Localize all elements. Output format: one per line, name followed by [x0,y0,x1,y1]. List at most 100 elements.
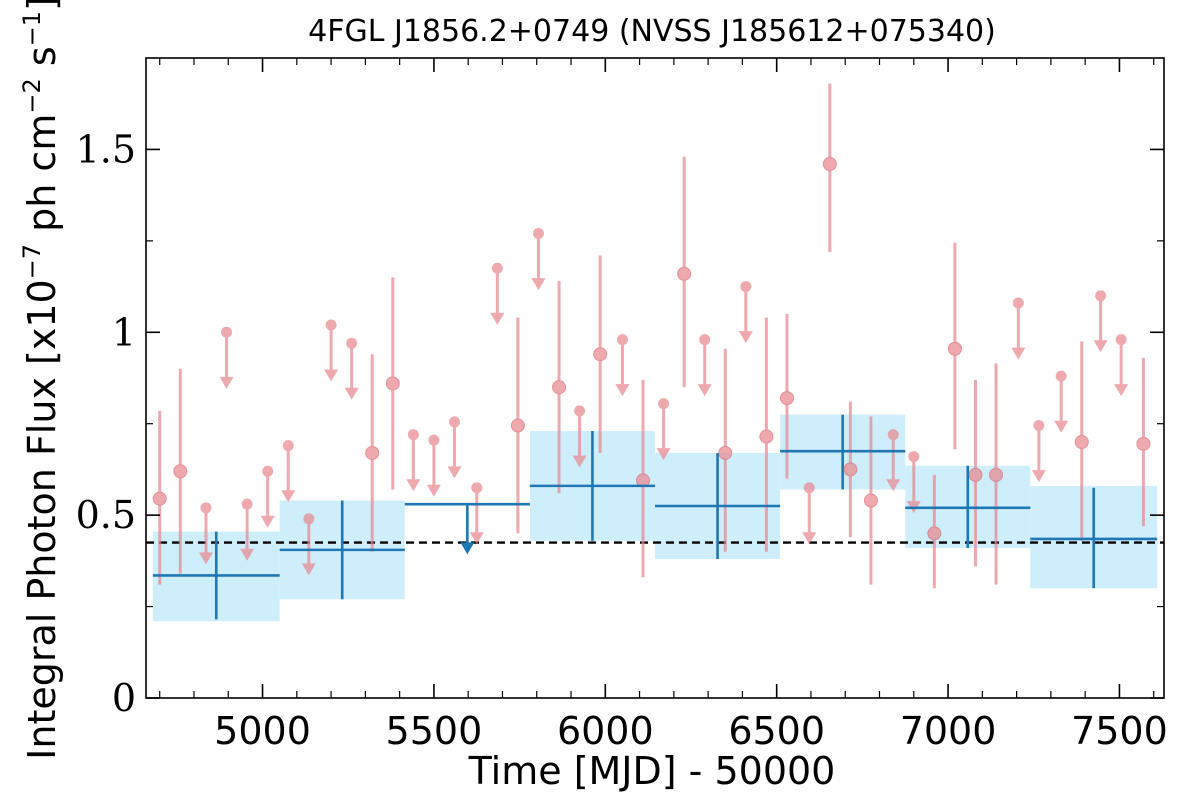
detection-marker-8 [677,266,692,281]
upper-limit-point-11 [469,482,484,545]
detection-marker-18 [989,467,1004,482]
upper-limit-arrow-22 [1011,347,1026,360]
upper-limit-point-8 [406,429,421,492]
upper-limit-arrow-20 [886,479,901,492]
y-tick-label-2: 1 [112,310,136,354]
upper-limit-point-0 [198,502,213,565]
upper-limit-marker-23 [1033,420,1045,432]
detection-point-15 [927,474,942,589]
upper-limit-arrow-16 [656,448,671,461]
x-tick-label-1: 5500 [386,709,483,753]
upper-limit-point-16 [656,398,671,461]
plot-frame [145,57,1165,699]
x-tick-label-5: 7500 [1071,709,1168,753]
upper-limit-marker-19 [803,482,815,494]
detection-marker-16 [947,341,962,356]
y-axis-label: Integral Photon Flux [x10−7 ph cm−2 s−1] [18,0,64,760]
upper-limit-point-3 [260,465,275,528]
detection-point-12 [822,83,837,252]
long-bin-1 [279,500,405,600]
upper-limit-point-9 [426,434,441,497]
upper-limit-point-7 [344,337,359,400]
detection-point-7 [636,379,651,578]
upper-limit-arrow-7 [344,387,359,400]
detection-marker-12 [822,157,837,172]
upper-limit-arrow-2 [240,548,255,561]
upper-limit-point-12 [490,262,505,325]
detection-marker-15 [927,526,942,541]
detection-point-9 [718,348,733,552]
upper-limit-arrow-6 [324,369,339,382]
upper-limit-arrow-1 [219,376,234,389]
detection-point-19 [1074,341,1089,541]
upper-limit-marker-18 [740,281,752,293]
upper-limit-arrow-23 [1031,470,1046,483]
detection-marker-11 [779,391,794,406]
upper-limit-arrow-10 [447,466,462,479]
upper-limit-point-19 [802,482,817,545]
upper-limit-marker-26 [1115,334,1127,346]
upper-limit-point-20 [886,429,901,492]
long-bin-3 [529,431,655,541]
detection-point-0 [152,410,167,585]
upper-limit-point-13 [531,228,546,291]
short-bin-points [152,83,1151,589]
detection-point-10 [759,317,774,552]
upper-limit-arrow-3 [260,515,275,528]
upper-limit-point-14 [572,405,587,468]
y-tick-label-0: 0 [112,676,136,720]
x-axis-label: Time [MJD] - 50000 [468,749,836,793]
detection-marker-3 [385,376,400,391]
upper-limit-marker-5 [303,513,315,525]
detection-point-14 [863,416,878,585]
upper-limit-point-2 [240,498,255,561]
upper-limit-marker-17 [699,334,711,346]
upper-limit-marker-2 [241,498,253,510]
upper-limit-marker-11 [471,482,483,494]
long-bin-7 [1030,487,1158,589]
long-bin-markers [152,414,1158,620]
upper-limit-arrow-19 [802,532,817,545]
upper-limit-marker-13 [532,228,544,240]
y-axis-label-suffix: ] [20,0,64,11]
detection-marker-4 [510,418,525,433]
upper-limit-point-22 [1011,297,1026,360]
upper-limit-arrow-11 [469,532,484,545]
upper-limit-arrow-17 [697,384,712,397]
detection-marker-19 [1074,435,1089,449]
y-axis-label-prefix: Integral Photon Flux [x10 [20,279,64,760]
upper-limit-point-17 [697,334,712,397]
detection-point-20 [1136,357,1151,527]
detection-marker-14 [863,493,878,508]
upper-limit-marker-3 [262,465,274,477]
y-tick-label-1: 0.5 [76,493,136,537]
upper-limit-arrow-14 [572,455,587,468]
upper-limit-point-15 [615,334,630,397]
upper-limit-arrow-12 [490,312,505,325]
upper-limit-arrow-8 [406,479,421,492]
detection-point-5 [552,281,567,494]
upper-limit-arrow-4 [281,490,296,503]
detection-marker-17 [968,467,983,482]
upper-limit-point-25 [1093,290,1108,353]
upper-limit-marker-16 [658,398,670,410]
detection-marker-9 [718,445,733,460]
upper-limit-marker-7 [346,337,358,349]
upper-limit-marker-6 [325,319,337,331]
upper-limit-arrow-18 [738,331,753,344]
upper-limit-marker-8 [407,429,419,441]
detection-marker-1 [173,464,188,479]
upper-limit-marker-4 [282,440,294,452]
upper-limit-marker-14 [574,405,586,417]
upper-limit-marker-15 [616,334,628,346]
long-bin-5 [780,414,906,490]
detection-point-8 [677,156,692,388]
y-axis-label-exp1: −7 [18,244,46,279]
long-bin-2 [404,502,530,555]
upper-limit-point-10 [447,416,462,479]
detection-marker-5 [552,380,567,395]
upper-limit-arrow-25 [1093,340,1108,353]
x-tick-label-0: 5000 [214,709,311,753]
x-axis-ticks: 5000 5500 6000 6500 7000 7500 [159,58,1168,753]
long-bin-6 [905,465,1031,549]
